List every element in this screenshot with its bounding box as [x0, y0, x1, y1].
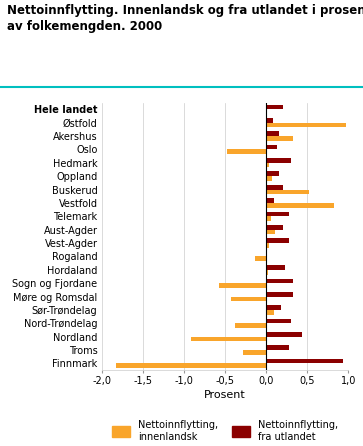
Bar: [266, 230, 275, 235]
Bar: [266, 203, 334, 208]
Bar: [255, 256, 266, 261]
Bar: [266, 252, 267, 256]
Bar: [266, 270, 268, 274]
Bar: [266, 105, 283, 109]
Bar: [266, 131, 278, 136]
Bar: [266, 118, 273, 123]
Bar: [266, 265, 285, 270]
Bar: [266, 278, 293, 283]
Bar: [231, 297, 266, 301]
Bar: [266, 145, 277, 149]
Bar: [266, 123, 346, 128]
Bar: [266, 305, 281, 310]
X-axis label: Prosent: Prosent: [204, 390, 246, 400]
Bar: [266, 185, 283, 190]
Bar: [219, 283, 266, 288]
Bar: [266, 359, 343, 363]
Bar: [243, 350, 266, 355]
Bar: [266, 172, 278, 176]
Bar: [266, 332, 302, 337]
Bar: [266, 310, 274, 315]
Text: Nettoinnflytting. Innenlandsk og fra utlandet i prosent
av folkemengden. 2000: Nettoinnflytting. Innenlandsk og fra utl…: [7, 4, 363, 33]
Bar: [266, 212, 289, 216]
Bar: [266, 318, 291, 323]
Bar: [235, 323, 266, 328]
Bar: [227, 149, 266, 154]
Legend: Nettoinnflytting,
innenlandsk, Nettoinnflytting,
fra utlandet: Nettoinnflytting, innenlandsk, Nettoinnf…: [109, 416, 342, 446]
Bar: [266, 136, 293, 140]
Bar: [266, 198, 274, 203]
Bar: [191, 337, 266, 342]
Bar: [266, 292, 293, 297]
Bar: [266, 158, 291, 163]
Bar: [266, 216, 271, 221]
Bar: [266, 163, 269, 167]
Bar: [266, 238, 289, 243]
Bar: [266, 243, 269, 248]
Bar: [116, 363, 266, 368]
Bar: [266, 346, 289, 350]
Bar: [266, 190, 309, 194]
Bar: [266, 176, 272, 181]
Bar: [266, 225, 283, 230]
